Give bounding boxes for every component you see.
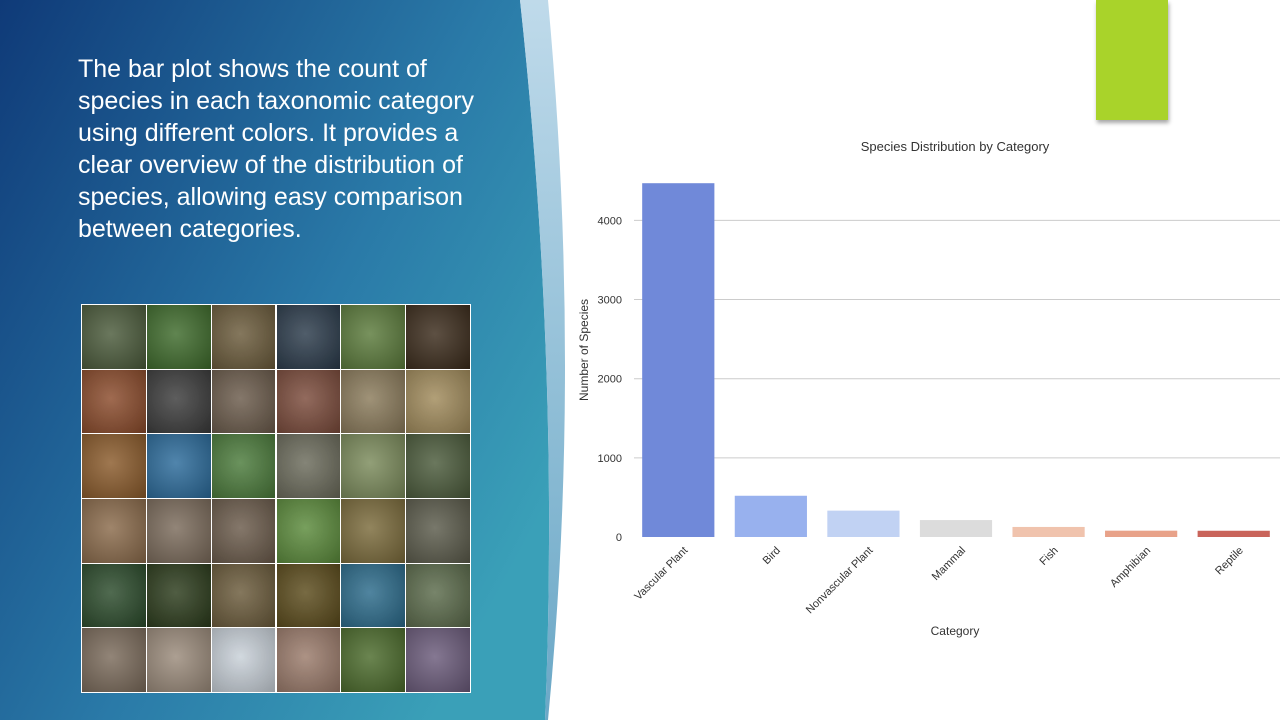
animal-photo-tile (146, 305, 211, 369)
animal-photo-tile (406, 305, 470, 369)
accent-rectangle (1096, 0, 1168, 120)
slide-description: The bar plot shows the count of species … (78, 55, 475, 243)
bar-nonvascular-plant (827, 510, 900, 537)
chart-y-axis-label: Number of Species (577, 299, 591, 401)
animal-photo-tile (211, 434, 276, 498)
chart-x-ticks: Vascular Plant Bird Nonvascular Plant Mamma… (632, 545, 1245, 617)
animal-photo-tile (341, 305, 406, 369)
y-tick-label: 4000 (598, 215, 622, 227)
animal-photo-tile (82, 563, 146, 628)
animal-photo-tile (341, 369, 406, 434)
chart-gridlines (634, 219, 1280, 459)
animal-photo-tile (276, 369, 341, 434)
animal-photo-tile (146, 563, 211, 628)
x-tick-label: Bird (761, 545, 783, 567)
animal-photo-tile (341, 499, 406, 563)
x-tick-label: Mammal (930, 545, 968, 583)
x-tick-label: Vascular Plant (632, 545, 690, 603)
y-tick-label: 1000 (598, 453, 622, 465)
y-tick-label: 3000 (598, 295, 622, 307)
chart-y-ticks: 0 1000 2000 3000 4000 (598, 215, 622, 544)
animal-photo-tile (211, 369, 276, 434)
chart-x-axis-label: Category (931, 624, 980, 638)
animal-photo-tile (211, 628, 276, 692)
animal-photo-tile (146, 434, 211, 498)
y-tick-label: 0 (616, 532, 622, 544)
animal-photo-tile (341, 434, 406, 498)
animal-photo-tile (406, 499, 470, 563)
animal-photo-tile (82, 434, 146, 498)
animal-photo-tile (82, 499, 146, 563)
animal-photo-tile (211, 499, 276, 563)
animal-photo-collage (81, 304, 471, 693)
x-tick-label: Reptile (1213, 545, 1246, 578)
animal-photo-tile (146, 628, 211, 692)
animal-photo-tile (276, 499, 341, 563)
bar-reptile (1197, 530, 1270, 537)
animal-photo-tile (406, 628, 470, 692)
chart-bars (642, 183, 1270, 537)
animal-photo-tile (82, 369, 146, 434)
animal-photo-tile (146, 369, 211, 434)
chart-title: Species Distribution by Category (861, 139, 1050, 154)
animal-photo-tile (276, 434, 341, 498)
bar-vascular-plant (642, 183, 715, 537)
animal-photo-tile (276, 563, 341, 628)
animal-photo-tile (406, 369, 470, 434)
animal-photo-tile (211, 563, 276, 628)
x-tick-label: Nonvascular Plant (804, 545, 876, 617)
species-bar-chart: 0 1000 2000 3000 4000 Vascular Plant Bird Nonv… (577, 139, 1280, 638)
bar-bird (734, 495, 807, 537)
bar-mammal (919, 520, 993, 537)
animal-photo-tile (341, 628, 406, 692)
animal-photo-tile (276, 305, 341, 369)
animal-photo-tile (146, 499, 211, 563)
bar-amphibian (1105, 530, 1178, 537)
animal-photo-tile (82, 305, 146, 369)
bar-fish (1012, 526, 1085, 537)
animal-photo-tile (406, 563, 470, 628)
animal-photo-tile (82, 628, 146, 692)
x-tick-label: Amphibian (1108, 545, 1153, 590)
animal-photo-tile (211, 305, 276, 369)
animal-photo-tile (276, 628, 341, 692)
x-tick-label: Fish (1038, 545, 1061, 568)
animal-photo-tile (406, 434, 470, 498)
y-tick-label: 2000 (598, 374, 622, 386)
animal-photo-tile (341, 563, 406, 628)
